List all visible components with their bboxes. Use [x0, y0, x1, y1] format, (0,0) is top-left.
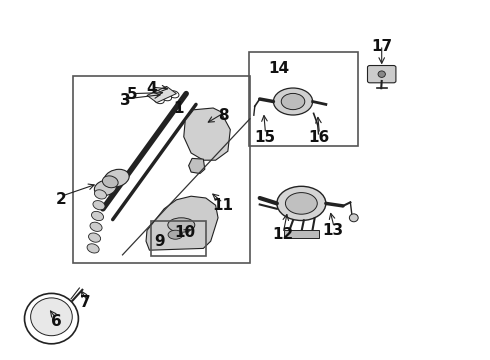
Text: 3: 3 — [120, 93, 130, 108]
Polygon shape — [147, 86, 176, 103]
Bar — [73, 76, 250, 263]
Ellipse shape — [89, 233, 100, 242]
Polygon shape — [189, 158, 205, 174]
Ellipse shape — [349, 214, 358, 222]
Ellipse shape — [273, 88, 313, 115]
Text: 14: 14 — [269, 61, 290, 76]
Polygon shape — [146, 196, 218, 250]
Ellipse shape — [95, 190, 106, 199]
Bar — [249, 52, 358, 146]
Text: 13: 13 — [322, 223, 344, 238]
Text: 11: 11 — [213, 198, 233, 213]
Text: 4: 4 — [147, 81, 157, 96]
Ellipse shape — [277, 186, 326, 220]
Ellipse shape — [378, 71, 385, 77]
Text: 15: 15 — [254, 130, 275, 145]
Ellipse shape — [285, 193, 318, 214]
Ellipse shape — [281, 94, 305, 110]
Bar — [151, 221, 206, 256]
Ellipse shape — [92, 211, 103, 221]
Ellipse shape — [87, 244, 99, 253]
Text: 6: 6 — [51, 314, 62, 329]
Text: 7: 7 — [80, 295, 91, 310]
Ellipse shape — [162, 94, 172, 101]
Text: 1: 1 — [173, 100, 184, 116]
Text: 10: 10 — [174, 225, 196, 240]
Text: 8: 8 — [218, 108, 228, 123]
Ellipse shape — [24, 293, 78, 344]
Text: 16: 16 — [308, 130, 329, 145]
Ellipse shape — [169, 91, 179, 98]
Text: 12: 12 — [272, 226, 294, 242]
FancyBboxPatch shape — [284, 230, 319, 238]
Text: 2: 2 — [56, 192, 67, 207]
Ellipse shape — [104, 169, 129, 187]
Ellipse shape — [168, 218, 195, 232]
Text: 5: 5 — [127, 87, 138, 102]
Ellipse shape — [95, 180, 116, 196]
Polygon shape — [184, 108, 230, 160]
Text: 17: 17 — [371, 39, 393, 54]
Ellipse shape — [93, 201, 105, 210]
Ellipse shape — [154, 96, 164, 104]
Text: 9: 9 — [154, 234, 165, 249]
Ellipse shape — [30, 298, 73, 336]
Ellipse shape — [102, 176, 118, 188]
Ellipse shape — [168, 230, 183, 239]
Ellipse shape — [90, 222, 102, 231]
FancyBboxPatch shape — [368, 66, 396, 83]
